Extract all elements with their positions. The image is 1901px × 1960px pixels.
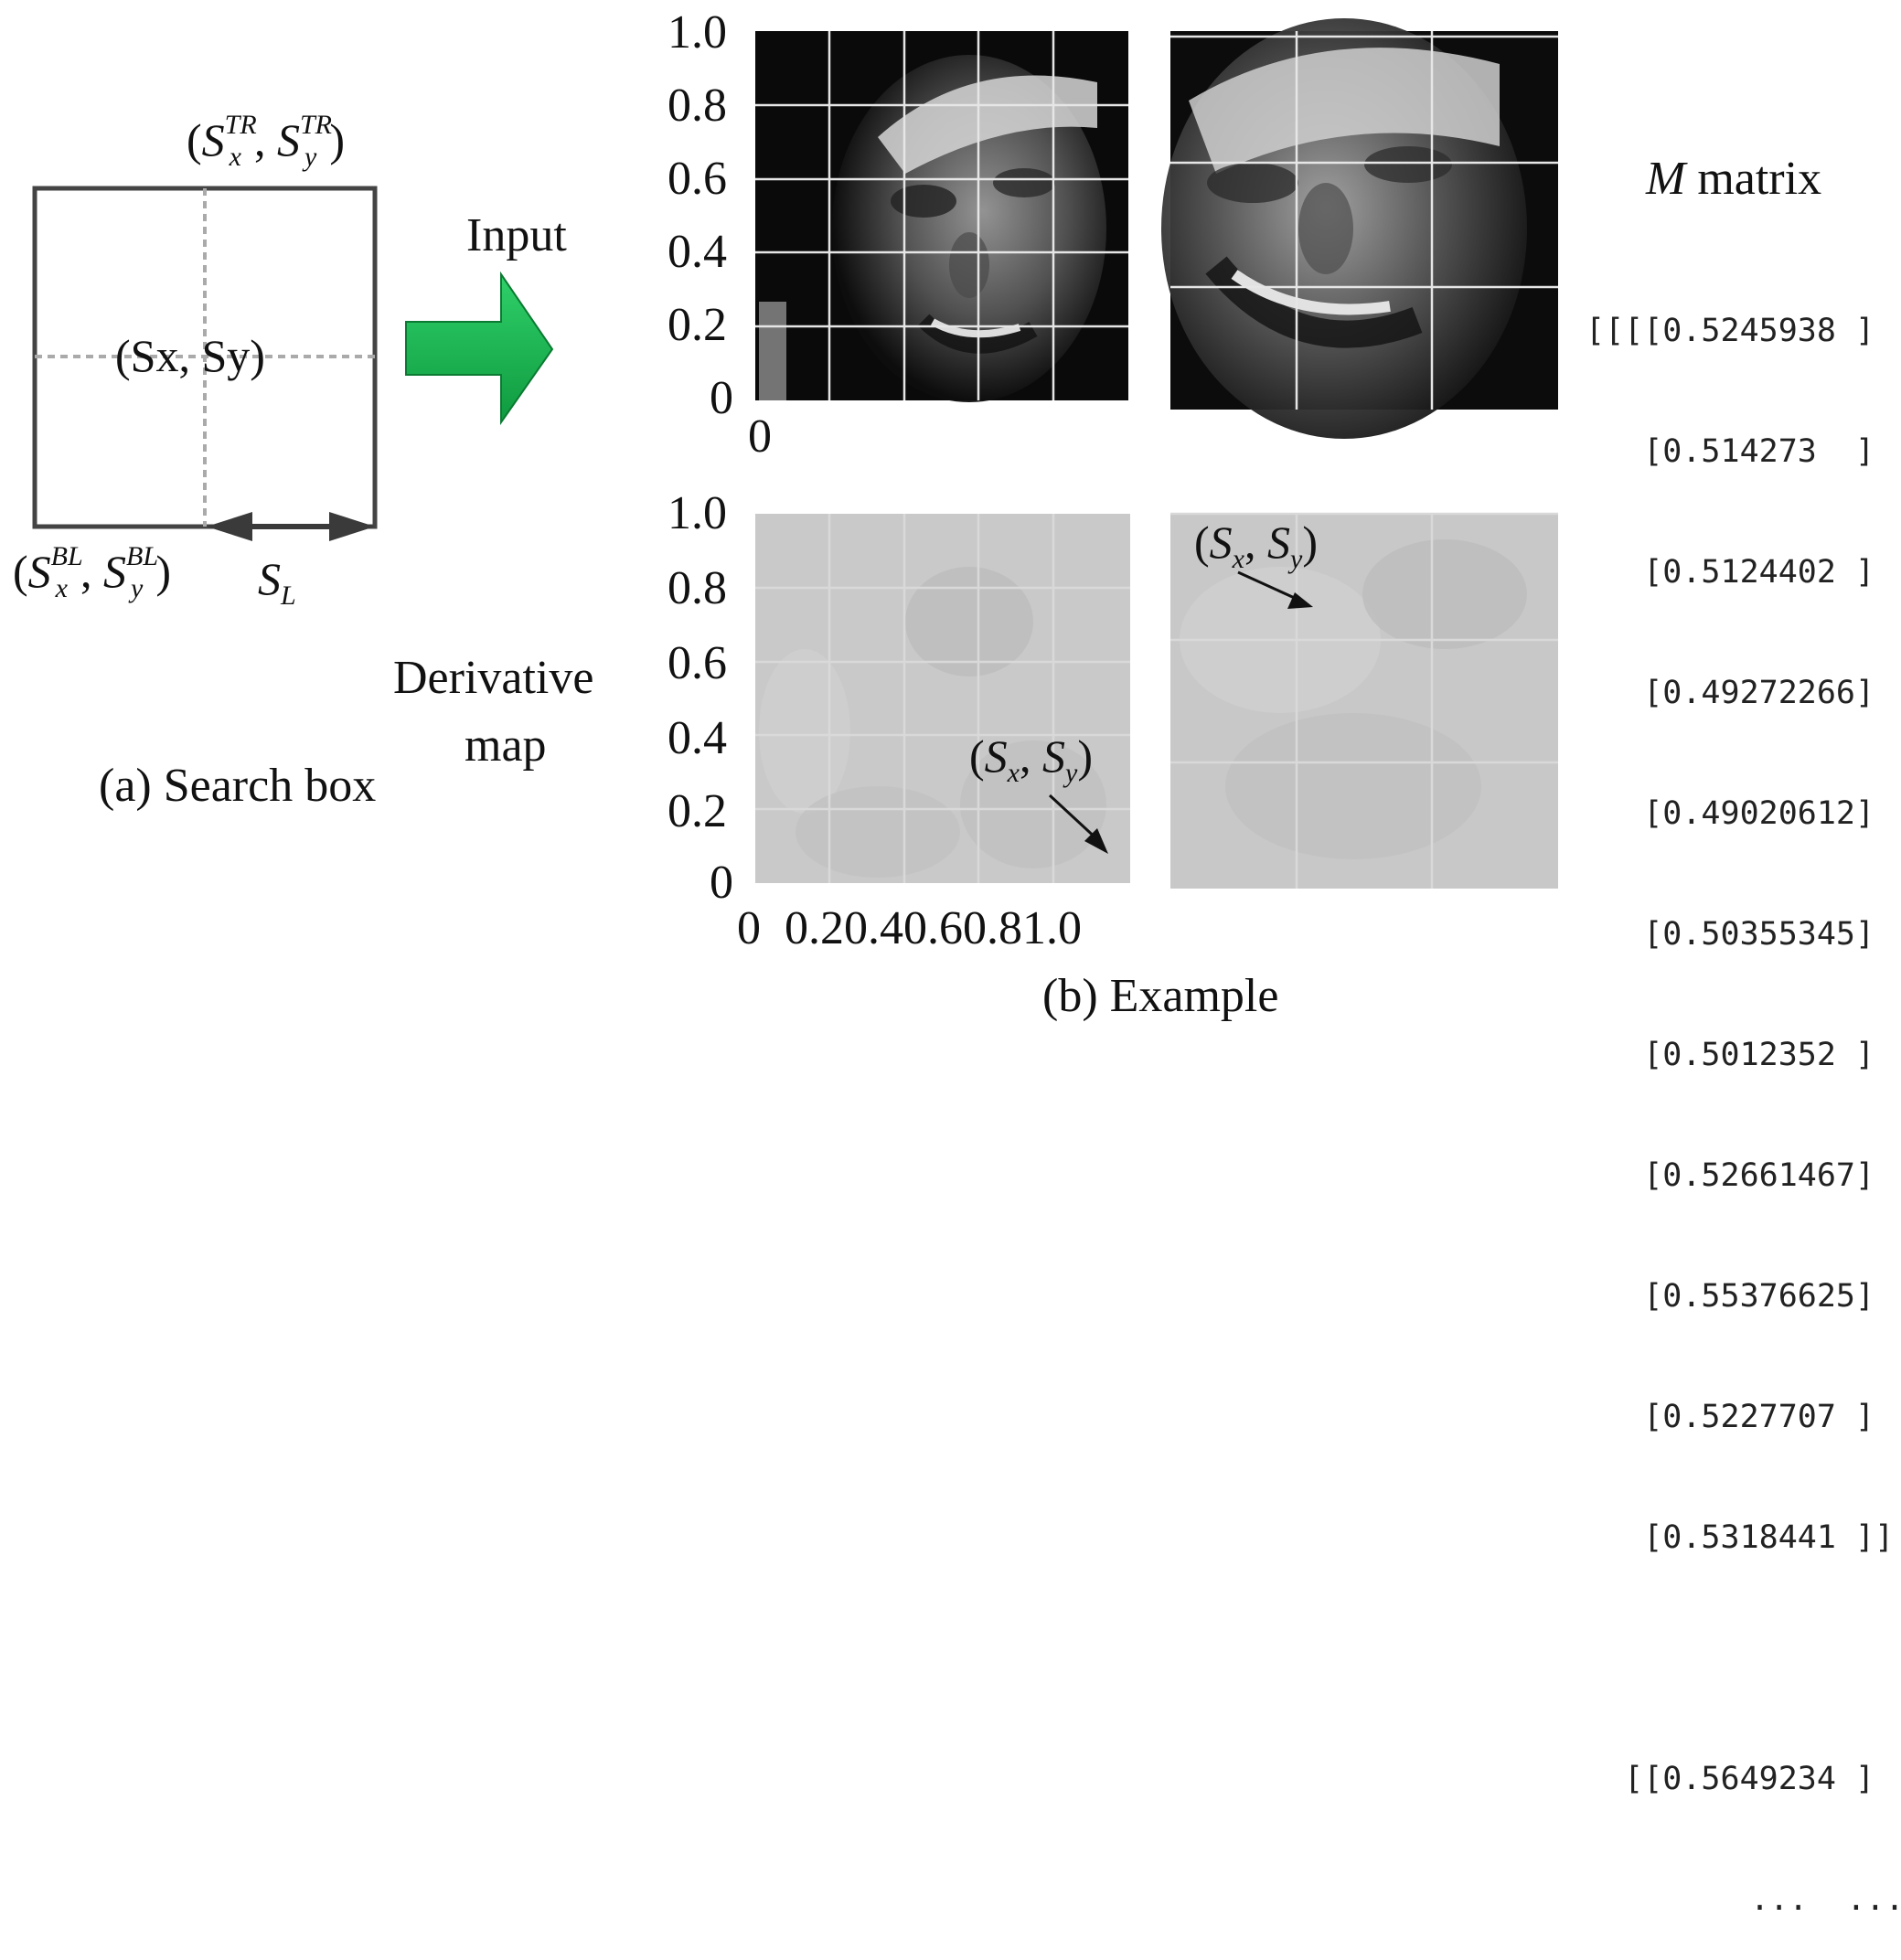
matrix-ellipsis: ... ... bbox=[1750, 1881, 1901, 1918]
input-image-2-grid bbox=[1170, 31, 1558, 410]
derivative-map-2-grid bbox=[1170, 512, 1558, 889]
length-label: SL bbox=[258, 553, 296, 611]
input-image-1 bbox=[755, 31, 1128, 402]
y-tick-top: 0.4 bbox=[667, 226, 727, 278]
matrix-row: [0.49020612] bbox=[1586, 795, 1875, 832]
pointer-arrow-a bbox=[1048, 794, 1101, 843]
y-tick-bottom: 0.2 bbox=[667, 785, 727, 837]
y-tick-bottom: 0.8 bbox=[667, 562, 727, 614]
matrix-row: [[0.5649234 ] bbox=[1586, 1761, 1875, 1797]
matrix-row: [[[[0.5245938 ] bbox=[1586, 313, 1875, 349]
length-arrow-left-head bbox=[207, 512, 252, 541]
y-tick-bottom: 0.4 bbox=[667, 712, 727, 764]
derivative-label-line1: Derivative bbox=[393, 652, 594, 704]
matrix-row: [0.50355345] bbox=[1586, 916, 1875, 953]
y-tick-top: 1.0 bbox=[667, 6, 727, 59]
input-image-2 bbox=[1161, 18, 1558, 439]
matrix-title: M matrix bbox=[1646, 153, 1822, 205]
point-label-b: (Sx, Sy) bbox=[1194, 517, 1318, 574]
search-box-diagram bbox=[32, 186, 378, 541]
derivative-map-1 bbox=[755, 514, 1130, 883]
center-point-label: (Sx, Sy) bbox=[115, 330, 265, 381]
y-tick-bottom: 1.0 bbox=[667, 487, 727, 539]
matrix-row: [0.55376625] bbox=[1586, 1278, 1875, 1315]
input-arrow-icon bbox=[405, 271, 554, 426]
y-tick-top: 0 bbox=[710, 372, 733, 424]
pointer-arrow-b bbox=[1237, 570, 1299, 602]
input-label: Input bbox=[466, 209, 567, 261]
point-label-a: (Sx, Sy) bbox=[969, 730, 1093, 788]
y-tick-top: 0.2 bbox=[667, 299, 727, 351]
top-right-corner-label: (STRx, STRy) bbox=[187, 110, 345, 172]
matrix-row: [0.49272266] bbox=[1586, 675, 1875, 711]
figure-graphics bbox=[32, 18, 1558, 889]
matrix-row: [0.52661467] bbox=[1586, 1157, 1875, 1194]
y-tick-bottom: 0.6 bbox=[667, 637, 727, 689]
input-image-1-grid bbox=[755, 31, 1128, 400]
x-tick-top: 0 bbox=[748, 410, 772, 463]
x-ticks-bottom: 0 0.20.40.60.81.0 bbox=[737, 902, 1082, 954]
caption-a: (a) Search box bbox=[99, 760, 377, 812]
matrix-values: [[[[0.5245938 ] [0.514273 ] [0.5124402 ]… bbox=[1586, 230, 1901, 1960]
matrix-row: [0.514273 ] bbox=[1586, 433, 1875, 470]
matrix-row: [0.5227707 ] bbox=[1586, 1399, 1875, 1435]
matrix-row: [0.5012352 ] bbox=[1586, 1037, 1875, 1073]
matrix-row: [0.5124402 ] bbox=[1586, 554, 1875, 591]
length-arrow-right-head bbox=[329, 512, 375, 541]
y-tick-top: 0.8 bbox=[667, 80, 727, 132]
bottom-left-corner-label: (SBLx, SBLy) bbox=[13, 541, 171, 603]
caption-b: (b) Example bbox=[1042, 970, 1279, 1022]
matrix-row: [0.5318441 ]] bbox=[1586, 1519, 1895, 1556]
y-tick-top: 0.6 bbox=[667, 153, 727, 205]
derivative-map-2 bbox=[1170, 512, 1558, 889]
derivative-label-line2: map bbox=[465, 719, 547, 772]
y-tick-bottom: 0 bbox=[710, 857, 733, 909]
derivative-map-1-grid bbox=[755, 514, 1130, 883]
